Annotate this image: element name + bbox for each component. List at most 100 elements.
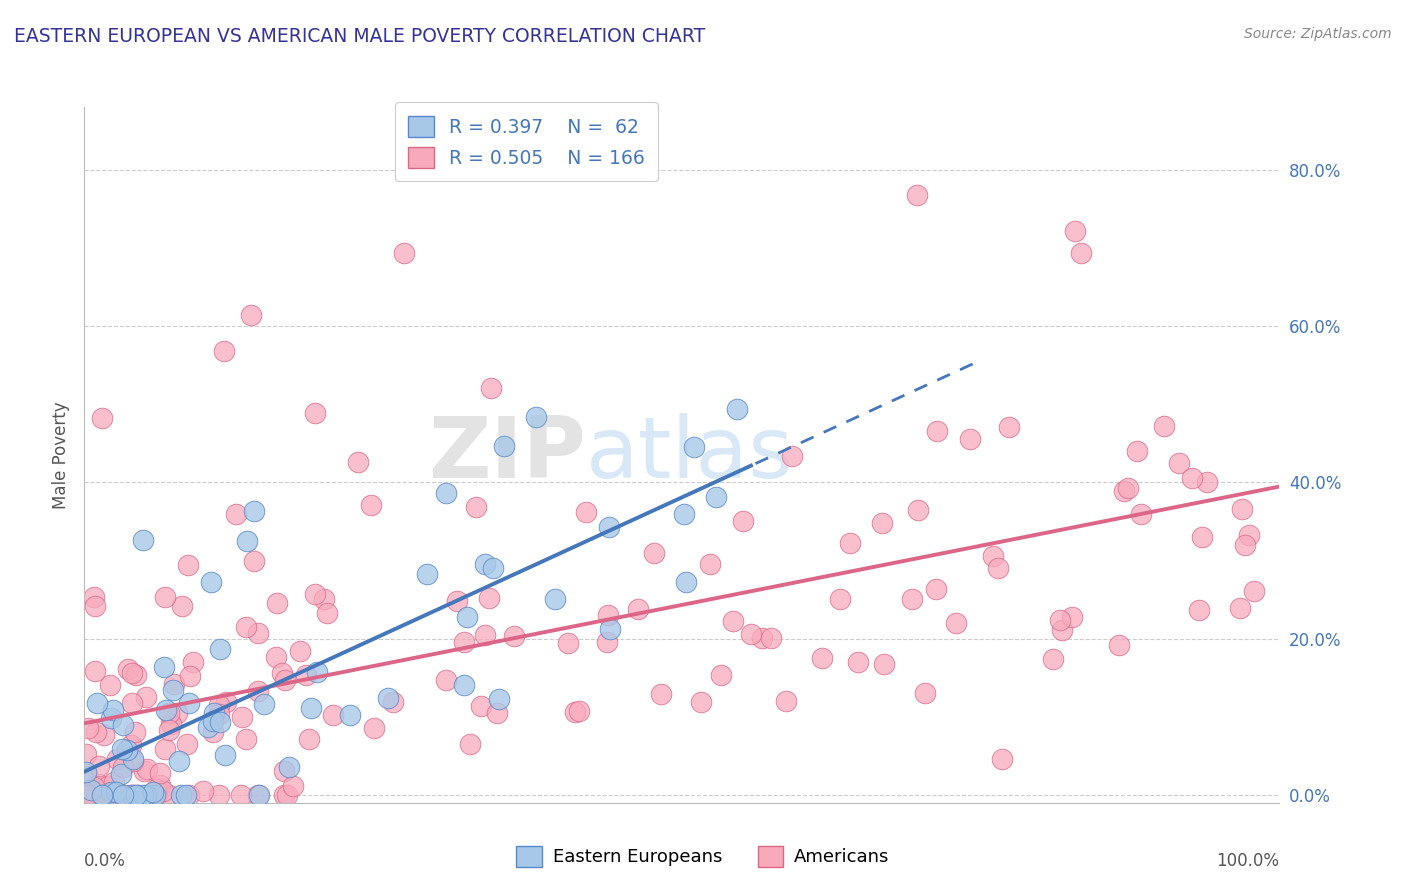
- Point: [675, 575, 697, 590]
- Text: 100.0%: 100.0%: [1216, 852, 1279, 870]
- Point: [107, 752, 129, 766]
- Point: [1188, 602, 1211, 616]
- Point: [179, 669, 201, 683]
- Point: [643, 546, 665, 560]
- Point: [86, 725, 108, 739]
- Point: [193, 784, 215, 798]
- Point: [75, 788, 97, 802]
- Point: [1229, 600, 1251, 615]
- Point: [673, 507, 696, 521]
- Point: [135, 690, 157, 704]
- Text: atlas: atlas: [586, 413, 794, 497]
- Point: [339, 708, 361, 723]
- Point: [146, 788, 169, 802]
- Point: [83, 590, 105, 604]
- Point: [273, 764, 295, 778]
- Point: [761, 631, 783, 645]
- Point: [488, 691, 510, 706]
- Point: [121, 788, 143, 802]
- Point: [212, 343, 235, 358]
- Point: [987, 561, 1010, 575]
- Point: [148, 779, 170, 793]
- Point: [135, 762, 157, 776]
- Point: [925, 582, 948, 597]
- Point: [434, 673, 457, 688]
- Point: [132, 788, 155, 802]
- Point: [215, 695, 238, 709]
- Point: [453, 635, 475, 649]
- Point: [162, 682, 184, 697]
- Point: [155, 741, 177, 756]
- Point: [163, 677, 186, 691]
- Point: [157, 723, 180, 737]
- Point: [75, 747, 97, 761]
- Point: [240, 309, 263, 323]
- Point: [458, 737, 481, 751]
- Point: [347, 455, 370, 469]
- Point: [1052, 623, 1074, 637]
- Point: [145, 781, 167, 796]
- Point: [172, 599, 194, 613]
- Point: [870, 516, 893, 530]
- Point: [167, 755, 190, 769]
- Point: [627, 602, 650, 616]
- Point: [121, 751, 143, 765]
- Point: [111, 760, 134, 774]
- Point: [283, 779, 305, 793]
- Point: [235, 619, 257, 633]
- Point: [901, 591, 924, 606]
- Point: [486, 706, 509, 721]
- Text: 0.0%: 0.0%: [84, 852, 127, 870]
- Point: [474, 557, 496, 571]
- Point: [208, 706, 231, 721]
- Point: [1237, 528, 1260, 542]
- Point: [830, 592, 852, 607]
- Point: [214, 747, 236, 762]
- Point: [1153, 418, 1175, 433]
- Point: [689, 695, 711, 709]
- Point: [201, 724, 224, 739]
- Text: ZIP: ZIP: [429, 413, 586, 497]
- Point: [121, 696, 143, 710]
- Point: [97, 779, 120, 793]
- Point: [304, 587, 326, 601]
- Point: [596, 607, 619, 622]
- Point: [683, 441, 706, 455]
- Point: [159, 716, 181, 731]
- Point: [122, 754, 145, 768]
- Point: [174, 788, 197, 802]
- Point: [169, 788, 191, 802]
- Point: [84, 664, 107, 678]
- Point: [125, 667, 148, 681]
- Point: [246, 626, 269, 640]
- Point: [907, 502, 929, 516]
- Point: [124, 724, 146, 739]
- Point: [1230, 502, 1253, 516]
- Point: [998, 420, 1021, 434]
- Point: [135, 788, 157, 802]
- Point: [236, 534, 259, 549]
- Point: [98, 788, 121, 802]
- Point: [235, 731, 257, 746]
- Point: [650, 687, 672, 701]
- Point: [142, 784, 165, 798]
- Point: [181, 655, 204, 669]
- Point: [200, 574, 222, 589]
- Point: [307, 665, 329, 679]
- Point: [1042, 651, 1064, 665]
- Point: [208, 698, 231, 713]
- Point: [838, 535, 860, 549]
- Point: [117, 662, 139, 676]
- Point: [751, 631, 773, 645]
- Point: [1108, 638, 1130, 652]
- Point: [1070, 246, 1092, 260]
- Point: [159, 706, 181, 721]
- Point: [157, 788, 180, 802]
- Point: [811, 651, 834, 665]
- Point: [699, 557, 721, 571]
- Y-axis label: Male Poverty: Male Poverty: [52, 401, 70, 508]
- Point: [153, 660, 176, 674]
- Point: [502, 629, 524, 643]
- Point: [243, 503, 266, 517]
- Point: [177, 696, 200, 710]
